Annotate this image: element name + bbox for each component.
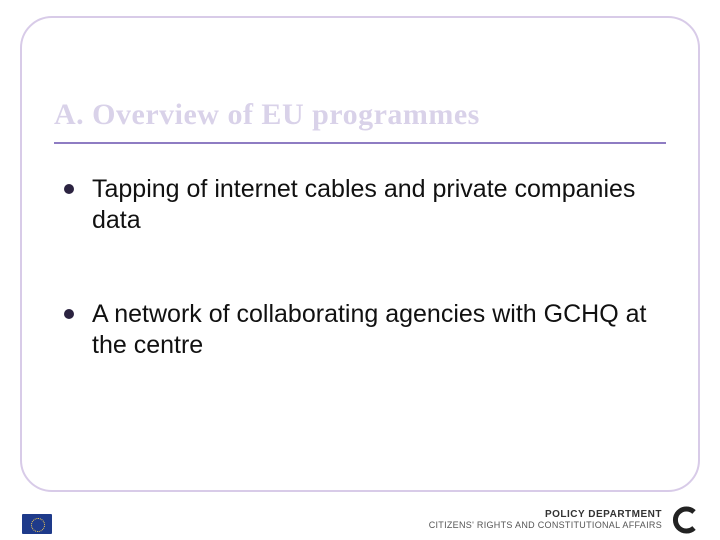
- bullet-text: A network of collaborating agencies with…: [92, 299, 666, 362]
- slide-title: A. Overview of EU programmes: [54, 98, 666, 144]
- footer-left-logo: [22, 514, 52, 534]
- bullet-text: Tapping of internet cables and private c…: [92, 174, 666, 237]
- slide-footer: POLICY DEPARTMENT CITIZENS' RIGHTS AND C…: [0, 494, 720, 540]
- bullet-item: Tapping of internet cables and private c…: [54, 174, 666, 237]
- footer-right: POLICY DEPARTMENT CITIZENS' RIGHTS AND C…: [429, 506, 700, 534]
- footer-text-block: POLICY DEPARTMENT CITIZENS' RIGHTS AND C…: [429, 510, 662, 530]
- slide: A. Overview of EU programmes Tapping of …: [0, 0, 720, 540]
- bullet-dot-icon: [64, 184, 74, 194]
- footer-line2: CITIZENS' RIGHTS AND CONSTITUTIONAL AFFA…: [429, 521, 662, 530]
- slide-content: Tapping of internet cables and private c…: [54, 174, 666, 423]
- eu-flag-icon: [22, 514, 52, 534]
- bullet-item: A network of collaborating agencies with…: [54, 299, 666, 362]
- bullet-dot-icon: [64, 309, 74, 319]
- footer-line1: POLICY DEPARTMENT: [429, 510, 662, 521]
- c-logo-icon: [672, 506, 700, 534]
